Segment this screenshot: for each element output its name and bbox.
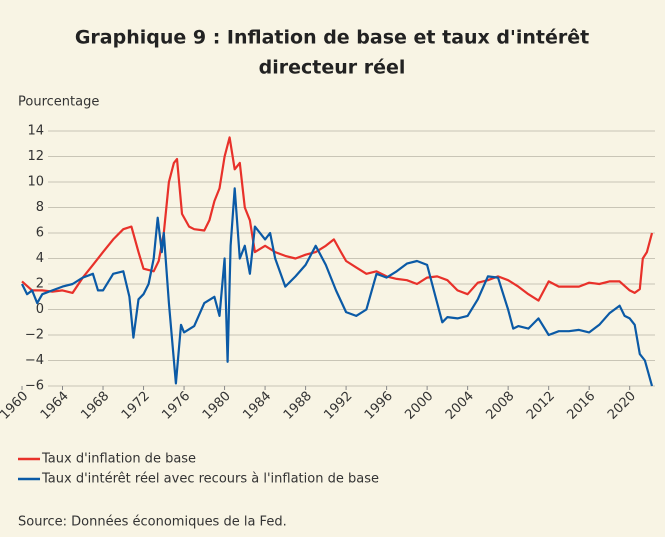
y-axis-label: Pourcentage <box>18 95 99 110</box>
x-tick-label: 1980 <box>200 389 234 423</box>
x-tick-label: 2000 <box>402 389 436 423</box>
series-line <box>21 187 654 387</box>
x-tick-label: 2004 <box>443 389 477 423</box>
x-tick-label: 1984 <box>240 389 274 423</box>
x-tick-label: 2016 <box>564 389 598 423</box>
source: Source: Données économiques de la Fed. <box>18 515 287 530</box>
y-tick-label: −6 <box>25 379 44 394</box>
series-line <box>21 136 654 302</box>
x-tick-label: 2012 <box>524 389 558 423</box>
y-tick-label: 0 <box>36 302 44 317</box>
y-tick-label: −4 <box>25 353 44 368</box>
y-tick-label: 6 <box>36 226 44 241</box>
y-tick-label: 8 <box>36 200 44 215</box>
x-tick-label: 1992 <box>321 389 355 423</box>
y-tick-label: 2 <box>36 277 44 292</box>
legend-label: Taux d'intérêt réel avec recours à l'inf… <box>41 472 379 487</box>
y-tick-label: 10 <box>27 175 44 190</box>
chart-subtitle: directeur réel <box>259 57 406 79</box>
chart-title: Graphique 9 : Inflation de base et taux … <box>75 27 589 49</box>
x-tick-label: 1988 <box>281 389 315 423</box>
y-tick-label: 4 <box>36 251 44 266</box>
y-tick-label: −2 <box>25 328 44 343</box>
x-tick-label: 1972 <box>119 389 153 423</box>
y-tick-label: 14 <box>27 124 44 139</box>
legend-label: Taux d'inflation de base <box>41 452 196 467</box>
x-tick-label: 1976 <box>159 389 193 423</box>
x-tick-label: 1960 <box>0 389 31 423</box>
x-tick-label: 2020 <box>605 389 639 423</box>
x-tick-label: 1964 <box>38 389 72 423</box>
x-tick-label: 2008 <box>483 389 517 423</box>
x-tick-label: 1968 <box>78 389 112 423</box>
x-tick-label: 1996 <box>362 389 396 423</box>
y-tick-label: 12 <box>27 149 44 164</box>
